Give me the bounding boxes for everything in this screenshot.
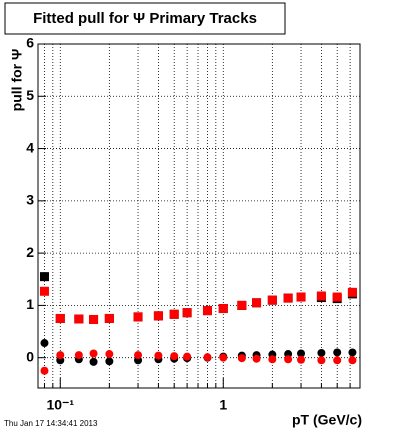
circle-marker bbox=[183, 352, 192, 361]
circle-marker bbox=[348, 348, 357, 357]
circle-marker bbox=[297, 349, 306, 358]
circle-marker bbox=[89, 357, 98, 366]
circle-marker bbox=[40, 339, 49, 348]
y-tick-label: 1 bbox=[26, 296, 34, 312]
circle-marker bbox=[219, 353, 228, 362]
circle-marker bbox=[203, 353, 212, 362]
circle-marker bbox=[105, 357, 114, 366]
square-marker bbox=[55, 313, 65, 323]
x-tick-label: 1 bbox=[219, 397, 227, 413]
circle-marker bbox=[105, 350, 114, 359]
circle-marker bbox=[252, 354, 261, 363]
timestamp: Thu Jan 17 14:34:41 2013 bbox=[4, 419, 98, 428]
square-marker bbox=[296, 292, 306, 302]
circle-marker bbox=[297, 355, 306, 364]
y-tick-label: 4 bbox=[26, 139, 34, 155]
square-marker bbox=[39, 286, 49, 296]
plot-frame bbox=[38, 44, 360, 388]
x-axis-label: pT (GeV/c) bbox=[292, 412, 362, 428]
square-marker bbox=[104, 313, 114, 323]
square-marker bbox=[218, 304, 228, 314]
circle-marker bbox=[40, 366, 49, 375]
circle-marker bbox=[89, 349, 98, 358]
square-marker bbox=[39, 272, 49, 282]
square-marker bbox=[237, 300, 247, 310]
circle-marker bbox=[333, 348, 342, 357]
y-tick-label: 5 bbox=[26, 87, 34, 103]
y-tick-label: 0 bbox=[26, 348, 34, 364]
circle-marker bbox=[317, 348, 326, 357]
title-box bbox=[4, 2, 286, 35]
circle-marker bbox=[74, 351, 83, 360]
circle-marker bbox=[333, 356, 342, 365]
chart-title: Fitted pull for Ψ Primary Tracks bbox=[33, 10, 257, 27]
circle-marker bbox=[348, 356, 357, 365]
y-axis-label: pull for Ψ bbox=[9, 49, 25, 112]
y-tick-label: 6 bbox=[26, 35, 34, 51]
circle-marker bbox=[134, 351, 143, 360]
plot-border bbox=[37, 43, 361, 389]
square-marker bbox=[74, 314, 84, 324]
square-marker bbox=[89, 315, 99, 325]
circle-marker bbox=[317, 356, 326, 365]
square-marker bbox=[252, 298, 262, 308]
circle-marker bbox=[56, 351, 65, 360]
square-marker bbox=[267, 295, 277, 305]
square-marker bbox=[182, 308, 192, 318]
square-marker bbox=[133, 312, 143, 322]
circle-marker bbox=[154, 351, 163, 360]
circle-marker bbox=[170, 352, 179, 361]
square-marker bbox=[153, 311, 163, 321]
y-tick-label: 2 bbox=[26, 244, 34, 260]
circle-marker bbox=[284, 355, 293, 364]
circle-marker bbox=[268, 355, 277, 364]
y-tick-label: 3 bbox=[26, 192, 34, 208]
circle-marker bbox=[237, 354, 246, 363]
square-marker bbox=[316, 291, 326, 301]
x-tick-label: 10⁻¹ bbox=[46, 397, 74, 413]
square-marker bbox=[347, 287, 357, 297]
square-marker bbox=[332, 292, 342, 302]
square-marker bbox=[169, 309, 179, 319]
square-marker bbox=[202, 306, 212, 316]
square-marker bbox=[283, 293, 293, 303]
